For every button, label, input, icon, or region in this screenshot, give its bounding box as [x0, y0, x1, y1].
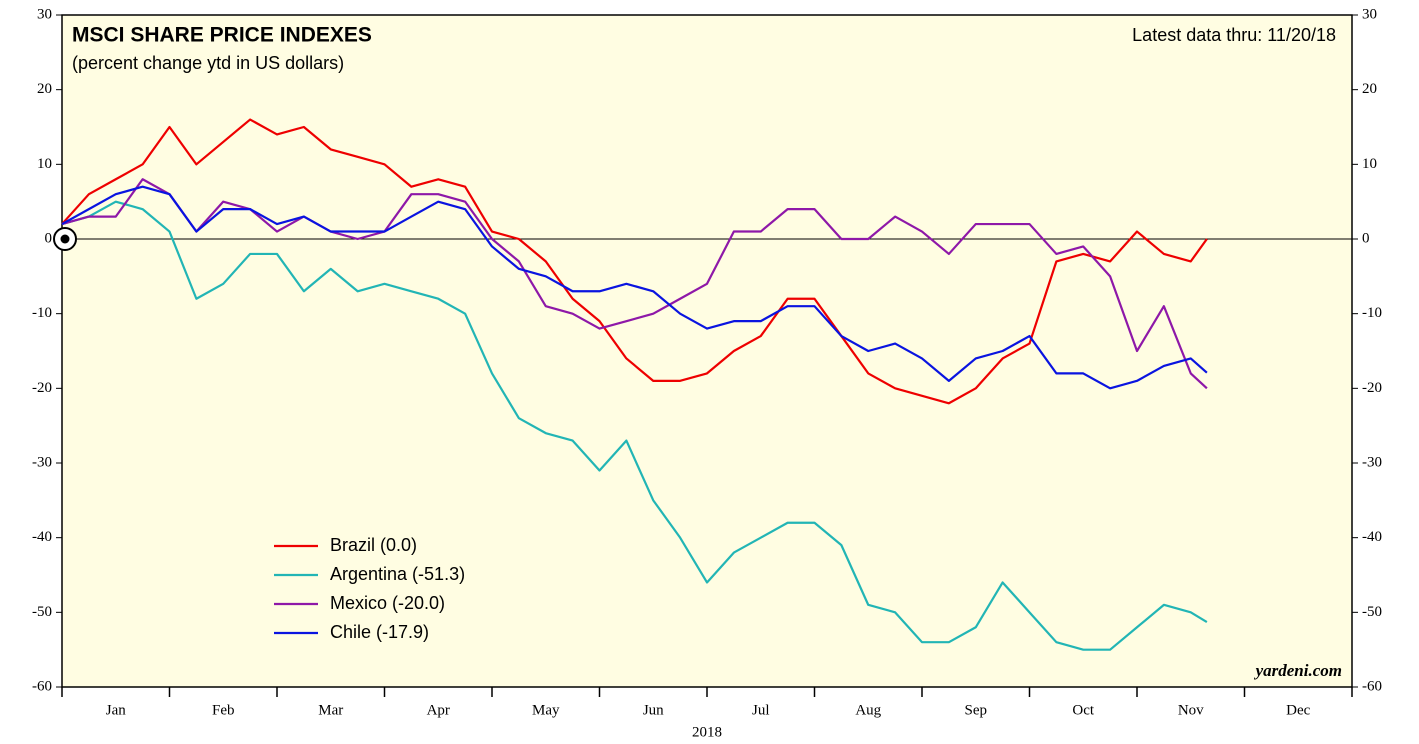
series-line — [61, 185, 1208, 390]
y2-tick-label: -10 — [1362, 305, 1382, 321]
series-line — [61, 118, 1208, 405]
y2-tick-label: 20 — [1362, 81, 1377, 97]
source: yardeni.com — [1254, 661, 1342, 680]
series-line — [61, 200, 1208, 651]
y-tick-label: -30 — [32, 454, 52, 470]
y2-tick-label: -30 — [1362, 454, 1382, 470]
x-tick-label: Sep — [965, 702, 988, 718]
y-tick-label: 20 — [37, 81, 52, 97]
note: Latest data thru: 11/20/18 — [1132, 25, 1336, 45]
x-tick-label: Aug — [855, 702, 881, 718]
x-tick-label: Jul — [752, 702, 770, 718]
y2-tick-label: -60 — [1362, 678, 1382, 694]
chart-subtitle: (percent change ytd in US dollars) — [72, 53, 344, 73]
y2-tick-label: 10 — [1362, 156, 1377, 172]
x-tick-label: May — [532, 702, 560, 718]
x-tick-label: Jun — [643, 702, 664, 718]
y-tick-label: -50 — [32, 604, 52, 620]
legend-label: Argentina (-51.3) — [330, 564, 465, 584]
plot-area — [61, 14, 1353, 688]
legend-label: Mexico (-20.0) — [330, 593, 445, 613]
x-tick-label: Feb — [212, 702, 235, 718]
x-tick-label: Oct — [1072, 702, 1094, 718]
y-tick-label: -60 — [32, 678, 52, 694]
legend-label: Chile (-17.9) — [330, 622, 429, 642]
x-tick-label: Mar — [318, 702, 343, 718]
y2-tick-label: 0 — [1362, 230, 1370, 246]
y-tick-label: 10 — [37, 156, 52, 172]
x-tick-label: Jan — [106, 702, 126, 718]
x-tick-label: Dec — [1286, 702, 1310, 718]
chart-title: MSCI SHARE PRICE INDEXES — [72, 24, 372, 47]
y-tick-label: 30 — [37, 6, 52, 22]
x-axis-label: 2018 — [692, 724, 722, 740]
y-tick-label: 0 — [45, 230, 53, 246]
legend-label: Brazil (0.0) — [330, 535, 417, 555]
y-tick-label: -10 — [32, 305, 52, 321]
y2-tick-label: -40 — [1362, 529, 1382, 545]
y2-tick-label: -50 — [1362, 604, 1382, 620]
origin-dot — [60, 234, 70, 244]
y-tick-label: -40 — [32, 529, 52, 545]
y-tick-label: -20 — [32, 380, 52, 396]
x-tick-label: Nov — [1178, 702, 1204, 718]
y2-tick-label: -20 — [1362, 380, 1382, 396]
x-tick-label: Apr — [427, 702, 450, 718]
y2-tick-label: 30 — [1362, 6, 1377, 22]
